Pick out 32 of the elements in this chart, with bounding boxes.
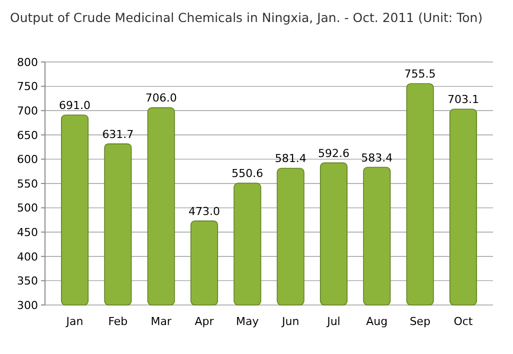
data-label: 581.4 [274,152,306,166]
x-tick-label: Jul [326,315,340,328]
data-label: 691.0 [59,98,91,112]
y-tick-label: 550 [17,177,38,190]
x-tick-label: May [236,315,260,328]
data-label: 583.4 [361,151,393,164]
x-tick-label: Aug [366,315,388,328]
data-label: 592.6 [318,146,350,160]
y-tick-label: 650 [17,128,38,142]
y-tick-label: 800 [17,56,38,69]
x-tick-label: Jun [280,315,300,328]
y-tick-label: 700 [17,104,38,118]
y-tick-label: 750 [17,80,38,94]
data-label: 706.0 [145,92,177,105]
y-tick-label: 600 [17,153,38,166]
y-tick-label: 300 [17,298,38,312]
x-tick-label: Mar [150,315,172,328]
x-tick-label: Jan [65,315,84,328]
data-label: 550.6 [232,167,264,180]
data-label: 703.1 [447,93,479,106]
x-tick-label: Sep [410,315,430,328]
data-label: 755.5 [404,68,436,81]
chart-title: Output of Crude Medicinal Chemicals in Ningxia, Jan. - Oct. 2011 (Unit: Ton) [10,10,483,25]
y-tick-label: 450 [17,226,38,239]
x-tick-label: Oct [454,315,474,328]
y-tick-label: 400 [17,250,38,264]
x-tick-label: Apr [194,315,214,328]
y-tick-label: 500 [17,202,38,215]
data-label: 473.0 [188,204,220,218]
y-tick-label: 350 [17,274,38,288]
x-tick-label: Feb [108,315,128,328]
data-label: 631.7 [102,128,134,141]
